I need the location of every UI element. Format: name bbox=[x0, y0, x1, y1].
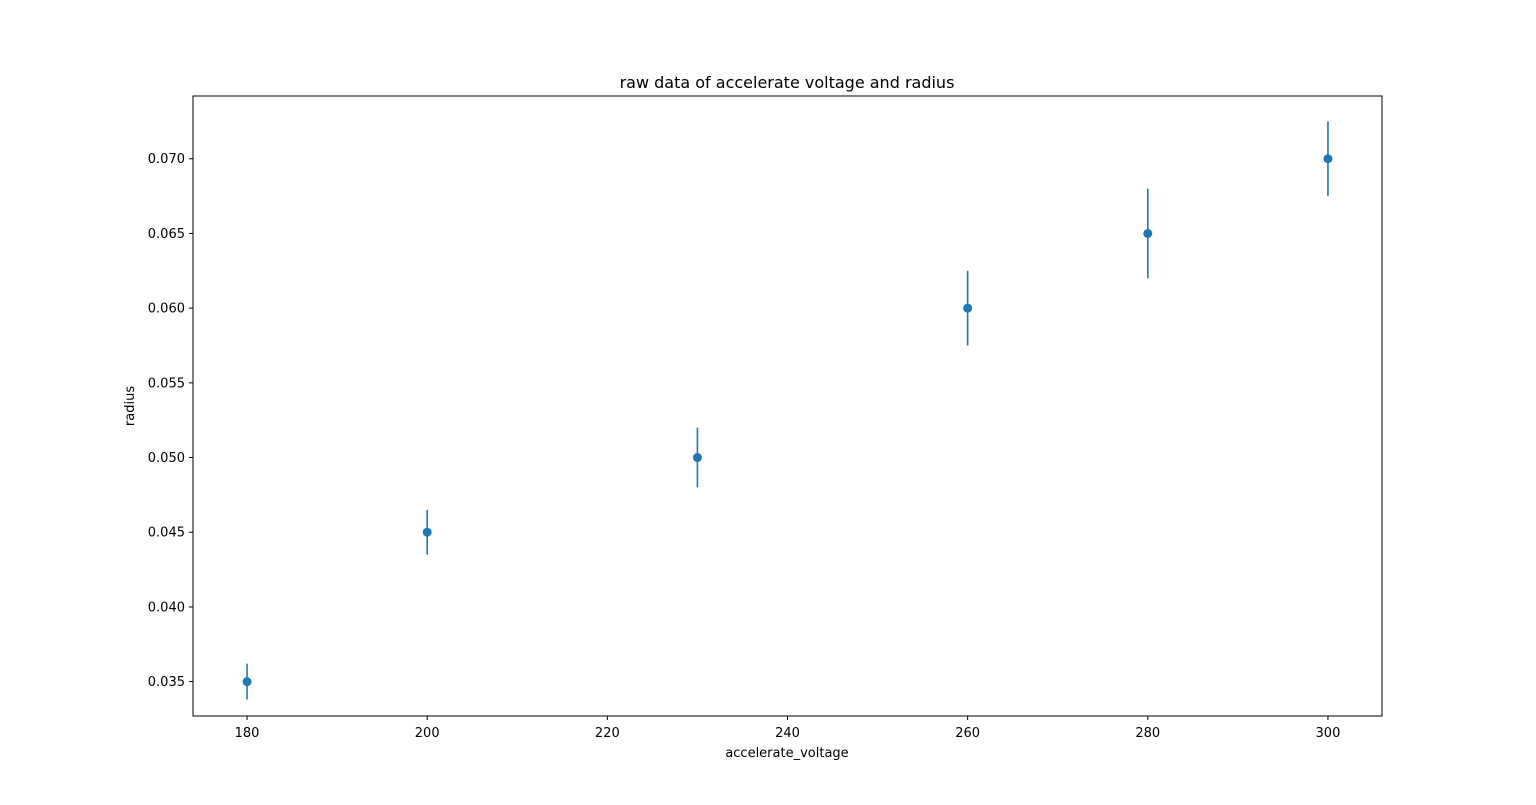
y-tick-label: 0.055 bbox=[148, 376, 185, 391]
data-point bbox=[692, 453, 702, 463]
x-tick-label: 280 bbox=[1135, 726, 1160, 741]
chart-title: raw data of accelerate voltage and radiu… bbox=[620, 73, 955, 92]
x-tick-label: 260 bbox=[955, 726, 980, 741]
x-tick-label: 180 bbox=[235, 726, 260, 741]
y-tick-label: 0.060 bbox=[148, 302, 185, 317]
data-point bbox=[963, 303, 973, 313]
y-tick-label: 0.050 bbox=[148, 451, 185, 466]
x-tick-label: 220 bbox=[595, 726, 620, 741]
y-tick-label: 0.070 bbox=[148, 152, 185, 167]
x-axis-title: accelerate_voltage bbox=[725, 746, 848, 761]
x-axis: 180 200 220 240 260 280 300 bbox=[235, 716, 1341, 741]
data-point bbox=[1143, 228, 1153, 238]
data-marks bbox=[242, 121, 1333, 700]
y-tick-label: 0.035 bbox=[148, 675, 185, 690]
x-tick-label: 240 bbox=[775, 726, 800, 741]
data-point bbox=[242, 677, 252, 687]
data-point bbox=[1323, 154, 1333, 164]
y-tick-label: 0.045 bbox=[148, 526, 185, 541]
y-tick-label: 0.040 bbox=[148, 600, 185, 615]
data-point bbox=[422, 527, 432, 537]
y-axis: 0.035 0.040 0.045 0.050 0.055 0.060 0.065 0.070 bbox=[148, 152, 193, 690]
x-tick-label: 200 bbox=[415, 726, 440, 741]
y-tick-label: 0.065 bbox=[148, 227, 185, 242]
y-axis-title: radius bbox=[123, 386, 138, 426]
x-tick-label: 300 bbox=[1316, 726, 1341, 741]
plot-frame bbox=[192, 95, 1383, 717]
